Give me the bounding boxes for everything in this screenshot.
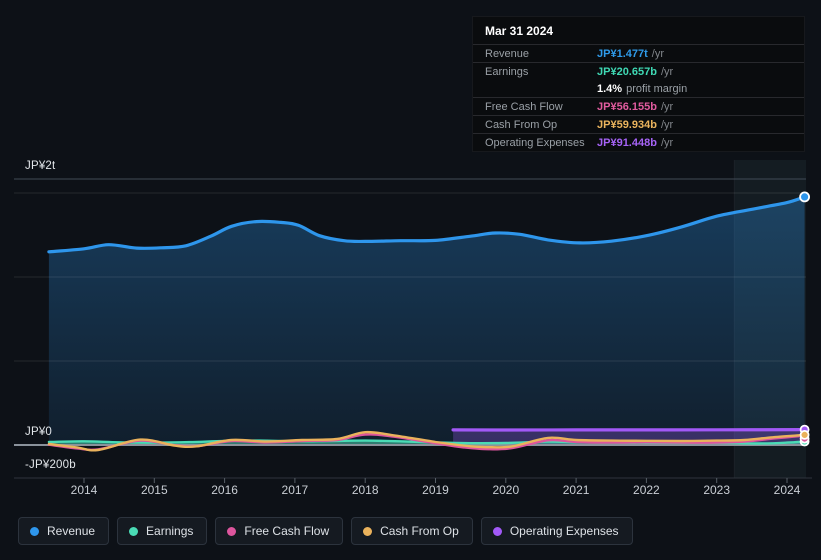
x-axis-year-label: 2017 — [281, 483, 309, 497]
legend-dot-icon — [363, 526, 373, 536]
legend-item-operating-expenses[interactable]: Operating Expenses — [480, 517, 633, 545]
x-axis-year-label: 2020 — [492, 483, 520, 497]
tooltip-row-label: Operating Expenses — [485, 136, 585, 149]
tooltip-row-value: JP¥1.477t/yr — [597, 47, 664, 60]
tooltip-profit-margin-row: 1.4% profit margin — [597, 82, 688, 95]
y-axis-label-neg200b: -JP¥200b — [25, 459, 76, 471]
tooltip-row-free-cash-flow: Free Cash Flow JP¥56.155b/yr — [473, 97, 804, 115]
legend-item-free-cash-flow[interactable]: Free Cash Flow — [215, 517, 344, 545]
tooltip-row-label: Revenue — [485, 47, 530, 60]
tooltip-row-label: Earnings — [485, 65, 529, 78]
legend-dot-icon — [227, 526, 237, 536]
x-axis-year-label: 2022 — [633, 483, 660, 497]
y-axis-label-0: JP¥0 — [25, 426, 53, 438]
tooltip-row-value: JP¥20.657b/yr — [597, 65, 674, 78]
legend-label: Revenue — [47, 524, 96, 538]
x-axis-year-label: 2021 — [562, 483, 590, 497]
tooltip-row-earnings: Earnings JP¥20.657b/yr — [473, 62, 804, 80]
tooltip-rows: Revenue JP¥1.477t/yr Earnings JP¥20.657b/yr… — [473, 44, 804, 151]
legend-dot-icon — [30, 526, 39, 536]
legend-label: Earnings — [146, 524, 194, 538]
y-axis-label-2t: JP¥2t — [25, 160, 56, 172]
tooltip-row-revenue: Revenue JP¥1.477t/yr — [473, 44, 804, 62]
legend-dot-icon — [129, 526, 139, 536]
tooltip-row-value: JP¥56.155b/yr — [597, 100, 674, 113]
legend-item-revenue[interactable]: Revenue — [18, 517, 110, 545]
tooltip-row-cash-from-op: Cash From Op JP¥59.934b/yr — [473, 115, 804, 133]
legend-label: Cash From Op — [380, 524, 459, 538]
x-axis-year-label: 2019 — [422, 483, 449, 497]
legend-item-earnings[interactable]: Earnings — [117, 517, 208, 545]
tooltip-card: Mar 31 2024 Revenue JP¥1.477t/yr Earnings J… — [472, 16, 805, 152]
x-axis-year-label: 2014 — [70, 483, 98, 497]
tooltip-row-value: JP¥59.934b/yr — [597, 118, 674, 131]
x-axis-year-label: 2016 — [211, 483, 238, 497]
legend-dot-icon — [492, 526, 502, 536]
legend: Revenue Earnings Free Cash Flow Cash From O… — [18, 517, 633, 545]
legend-label: Free Cash Flow — [244, 524, 330, 538]
legend-label: Operating Expenses — [509, 524, 619, 538]
tooltip-row-label: Cash From Op — [485, 118, 558, 131]
x-axis-year-label: 2015 — [140, 483, 168, 497]
tooltip-row-value: JP¥91.448b/yr — [597, 136, 674, 149]
legend-item-cash-from-op[interactable]: Cash From Op — [351, 517, 473, 545]
tooltip-date: Mar 31 2024 — [485, 24, 554, 38]
x-axis-year-label: 2018 — [351, 483, 379, 497]
x-axis-year-label: 2024 — [773, 483, 801, 497]
x-axis-year-label: 2023 — [703, 483, 731, 497]
tooltip-row-operating-expenses: Operating Expenses JP¥91.448b/yr — [473, 133, 804, 151]
tooltip-row-label: Free Cash Flow — [485, 100, 563, 113]
